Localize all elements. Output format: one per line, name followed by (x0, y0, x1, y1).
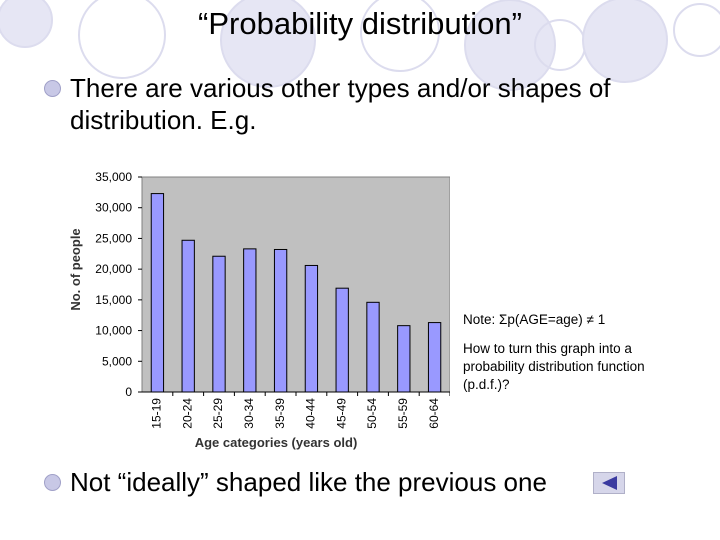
bar (304, 264, 319, 393)
bar (243, 248, 257, 393)
bar (397, 325, 411, 393)
x-tick-label: 30-34 (242, 398, 256, 429)
note-question: How to turn this graph into a probabilit… (463, 341, 645, 392)
y-tick-label: 5,000 (102, 354, 132, 368)
bullet-icon (44, 474, 61, 491)
x-tick-label: 40-44 (304, 398, 318, 429)
bullet-item: Not “ideally” shaped like the previous o… (44, 466, 630, 498)
y-tick-label: 35,000 (95, 170, 132, 184)
x-tick-label: 50-54 (365, 398, 379, 429)
x-tick-label: 55-59 (396, 398, 410, 429)
bullet-item: There are various other types and/or sha… (44, 72, 690, 136)
bar (273, 248, 288, 393)
x-tick-label: 45-49 (334, 398, 348, 429)
y-tick-label: 0 (125, 385, 132, 399)
y-tick-label: 20,000 (95, 262, 132, 276)
x-tick-label: 15-19 (150, 398, 164, 429)
note-sum: Note: Σp(AGE=age) ≠ 1 (463, 312, 606, 327)
bullet-text: There are various other types and/or sha… (70, 73, 611, 135)
x-tick-label: 20-24 (180, 398, 194, 429)
y-tick-label: 25,000 (95, 231, 132, 245)
slide-title: “Probability distribution” (198, 6, 522, 41)
bar (366, 301, 380, 393)
x-tick-label: 60-64 (427, 398, 441, 429)
y-tick-label: 30,000 (95, 201, 132, 215)
bar-chart: 0 5,000 10,000 15,000 20,000 25,000 30,000 35,0… (68, 170, 450, 450)
bar (212, 255, 226, 393)
back-arrow-icon[interactable] (593, 472, 625, 494)
x-tick-label: 25-29 (211, 398, 225, 429)
x-axis-label: Age categories (years old) (195, 435, 358, 450)
y-tick-label: 15,000 (95, 293, 132, 307)
bar (181, 239, 195, 393)
x-tick-label: 35-39 (273, 398, 287, 429)
bullet-text: Not “ideally” shaped like the previous o… (70, 467, 547, 497)
y-axis-label: No. of people (68, 228, 83, 310)
bar (335, 287, 349, 393)
bar (150, 193, 165, 393)
decorative-circles (0, 0, 720, 91)
y-tick-label: 10,000 (95, 324, 132, 338)
bullet-icon (44, 80, 61, 97)
bar (427, 322, 442, 393)
